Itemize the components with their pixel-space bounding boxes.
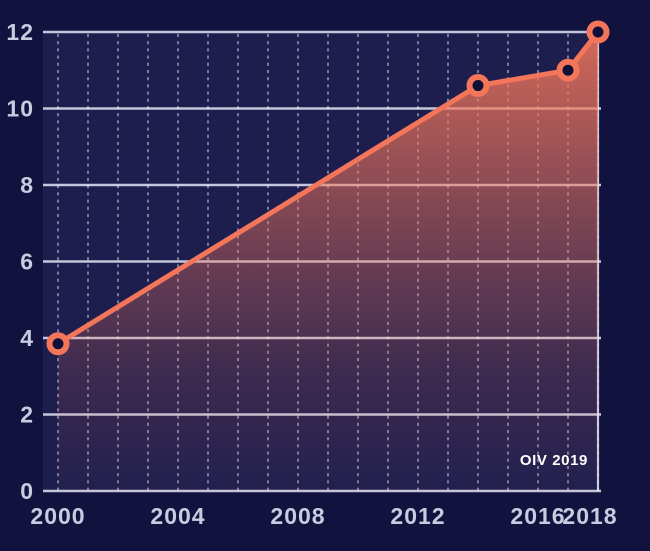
y-axis-tick-label: 12 — [6, 19, 34, 45]
source-label: OIV 2019 — [519, 452, 588, 469]
x-axis-tick-label: 2018 — [562, 503, 617, 529]
data-point-marker — [46, 332, 70, 356]
trend-line — [55, 29, 601, 347]
x-axis-tick-label: 2016 — [510, 503, 565, 529]
data-point-marker — [556, 58, 580, 82]
x-axis-tick-label: 2008 — [270, 503, 325, 529]
y-axis-tick-label: 10 — [6, 96, 34, 122]
x-axis-tick-label: 2000 — [30, 503, 85, 529]
area-fill — [58, 32, 598, 491]
y-axis-tick-label: 0 — [20, 478, 34, 504]
data-point-marker — [466, 74, 490, 98]
x-axis-tick-label: 2004 — [150, 503, 205, 529]
y-axis-tick-label: 4 — [20, 325, 34, 351]
y-axis-tick-label: 2 — [20, 402, 34, 428]
x-axis-tick-label: 2012 — [390, 503, 445, 529]
data-point-marker — [586, 20, 610, 44]
y-axis-tick-label: 6 — [20, 249, 34, 275]
y-axis-tick-label: 8 — [20, 172, 34, 198]
